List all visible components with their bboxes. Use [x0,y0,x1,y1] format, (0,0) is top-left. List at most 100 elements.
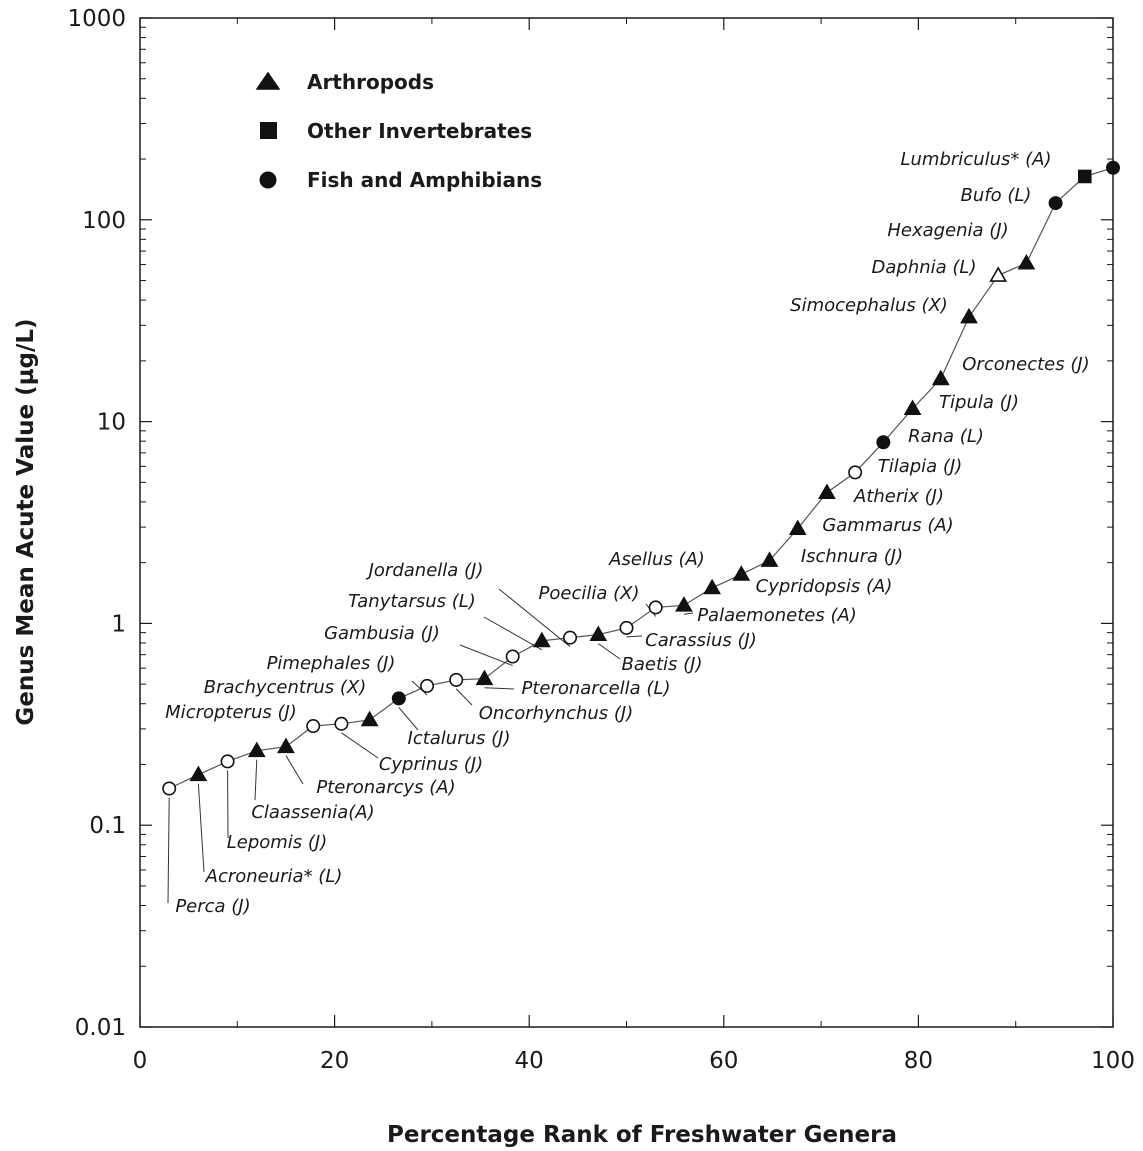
genus-label: Micropterus (J) [165,702,297,723]
data-point-triangle [247,741,266,758]
genus-labels: Perca (J) Acroneuria* (L) Lepomis (J) Claas… [165,149,1090,917]
data-point-triangle [931,369,950,386]
data-point-circle [391,691,406,706]
legend-entry: Other Invertebrates [260,119,532,143]
y-tick-label: 1 [111,611,126,637]
leader-line [597,643,621,660]
legend-entry: Fish and Amphibians [259,168,542,192]
data-point-circle [1106,160,1121,175]
genus-label: Daphnia (L) [872,257,977,278]
data-point-triangle [475,669,494,686]
genus-label: Baetis (J) [622,654,703,675]
genus-label: Tilapia (J) [878,456,963,477]
leader-line [483,616,543,651]
leader-line [341,732,379,759]
data-point-circle [306,719,321,734]
legend-label: Fish and Amphibians [307,168,542,192]
data-point-triangle [989,266,1008,282]
leader-line [254,759,258,801]
data-point-triangle [360,710,379,727]
data-point-circle [563,630,578,645]
genus-label: Lumbriculus* (A) [901,149,1052,170]
legend-marker-circle [259,171,277,189]
genus-label: Ictalurus (J) [408,728,511,749]
series-polyline [168,167,1114,790]
data-point-triangle [960,307,978,324]
data-point-circle [162,781,177,796]
leader-line [398,707,419,731]
data-point-circle [420,678,435,693]
leader-line [411,680,428,696]
x-tick-label: 40 [515,1048,544,1074]
genus-label: Lepomis (J) [227,832,328,853]
genus-label: Pteronarcella (L) [521,678,670,699]
legend-entry: Arthropods [255,70,434,94]
genus-label: Brachycentrus (X) [204,677,366,698]
genus-label: Asellus (A) [608,549,705,570]
y-tick-label: 0.1 [89,813,126,839]
data-point-circle [505,649,520,664]
data-point-triangle [1017,254,1036,270]
leader-line [455,688,473,706]
genus-label: Palaemonetes (A) [697,605,857,626]
genus-label: Ischnura (J) [801,546,903,567]
x-tick-label: 20 [320,1048,349,1074]
genus-label: Pimephales (J) [267,653,396,674]
data-point-circle [876,435,891,450]
data-point-triangle [903,399,922,416]
y-tick-label: 100 [82,208,126,234]
y-tick-label: 1000 [67,6,126,32]
genus-label: Jordanella (J) [366,560,484,581]
genus-label: Cyprinus (J) [379,754,483,775]
data-point-triangle [818,483,836,499]
axis-ticks: 0 20 40 60 80 100 0.01 0.1 1 10 100 1000 [67,6,1135,1074]
genus-label: Claassenia(A) [251,802,374,823]
genus-label: Simocephalus (X) [790,295,948,316]
data-point-circle [848,465,863,480]
genus-label: Tipula (J) [939,392,1019,413]
leader-line [498,588,571,648]
legend: Arthropods Other Invertebrates Fish and Am… [255,70,542,192]
x-tick-label: 0 [133,1048,148,1074]
genus-label: Tanytarsus (L) [348,591,476,612]
genus-label: Poecilia (X) [539,583,640,604]
data-markers [162,160,1121,796]
data-point-circle [334,716,349,731]
x-axis-title: Percentage Rank of Freshwater Genera [387,1122,897,1148]
genus-label: Bufo (L) [961,185,1032,206]
y-tick-label: 10 [97,410,126,436]
genus-label: Pteronarcys (A) [316,777,455,798]
data-point-circle [1048,196,1063,211]
leader-line [459,644,513,667]
data-point-triangle [760,551,779,567]
x-tick-label: 60 [709,1048,738,1074]
label-leader-lines [167,588,694,904]
data-point-circle [619,620,634,635]
leader-line [167,797,170,904]
y-axis-title: Genus Mean Acute Value (µg/L) [13,318,39,725]
series-line [168,167,1114,790]
legend-marker-square [260,122,277,139]
genus-label: Atherix (J) [853,486,944,507]
data-point-circle [220,754,235,769]
data-point-triangle [732,565,751,581]
genus-label: Perca (J) [175,896,250,917]
genus-label: Orconectes (J) [962,354,1089,375]
genus-label: Carassius (J) [645,630,757,651]
legend-label: Arthropods [307,70,434,94]
leader-line [626,635,643,638]
genus-label: Cypridopsis (A) [756,576,893,597]
y-tick-label: 0.01 [75,1015,126,1041]
data-point-circle [449,672,464,687]
legend-label: Other Invertebrates [307,119,532,143]
data-point-triangle [703,578,722,595]
genus-label: Acroneuria* (L) [205,866,343,887]
data-point-triangle [277,737,295,754]
leader-line [683,612,694,615]
genus-label: Gammarus (A) [822,515,953,536]
leader-line [285,755,304,785]
data-point-square [1077,169,1092,184]
data-point-triangle [675,596,693,612]
genus-label: Hexagenia (J) [887,220,1008,241]
